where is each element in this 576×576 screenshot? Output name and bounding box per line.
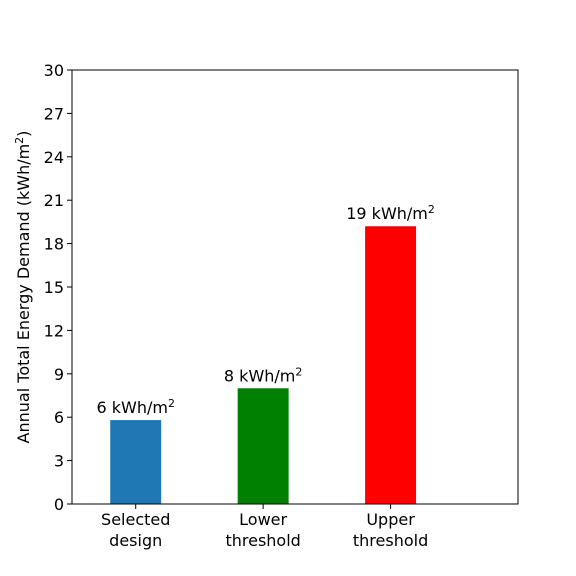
y-axis-label: Annual Total Energy Demand (kWh/m2) (13, 131, 33, 444)
y-tick-label: 21 (44, 191, 64, 210)
x-tick-label: Selected (101, 510, 170, 529)
x-tick-label: Lower (239, 510, 287, 529)
x-tick-label: threshold (353, 531, 428, 550)
bar-value-labels: 6 kWh/m2 8 kWh/m2 19 kWh/m2 (96, 203, 434, 417)
bars-group (110, 226, 417, 505)
y-tick-label: 3 (54, 452, 64, 471)
bar-value-label: 8 kWh/m2 (224, 365, 302, 385)
plot-frame (71, 69, 519, 505)
bar (365, 226, 417, 505)
x-axis-ticks: Selected design Lower threshold Upper thresho… (101, 504, 428, 550)
y-axis-ticks: 0 3 6 9 12 15 18 21 24 27 30 (44, 61, 72, 514)
y-tick-label: 0 (54, 495, 64, 514)
y-tick-label: 15 (44, 278, 64, 297)
x-tick-label: design (109, 531, 162, 550)
x-tick-label: Upper (366, 510, 415, 529)
y-tick-label: 27 (44, 104, 64, 123)
y-tick-label: 12 (44, 321, 64, 340)
bar-value-label: 6 kWh/m2 (96, 397, 174, 417)
y-tick-label: 30 (44, 61, 64, 80)
bar (110, 420, 162, 504)
y-tick-label: 9 (54, 365, 64, 384)
y-tick-label: 6 (54, 408, 64, 427)
x-tick-label: threshold (225, 531, 300, 550)
bar-value-label: 19 kWh/m2 (346, 203, 435, 223)
y-tick-label: 18 (44, 235, 64, 254)
bar (237, 388, 289, 504)
y-tick-label: 24 (44, 148, 64, 167)
